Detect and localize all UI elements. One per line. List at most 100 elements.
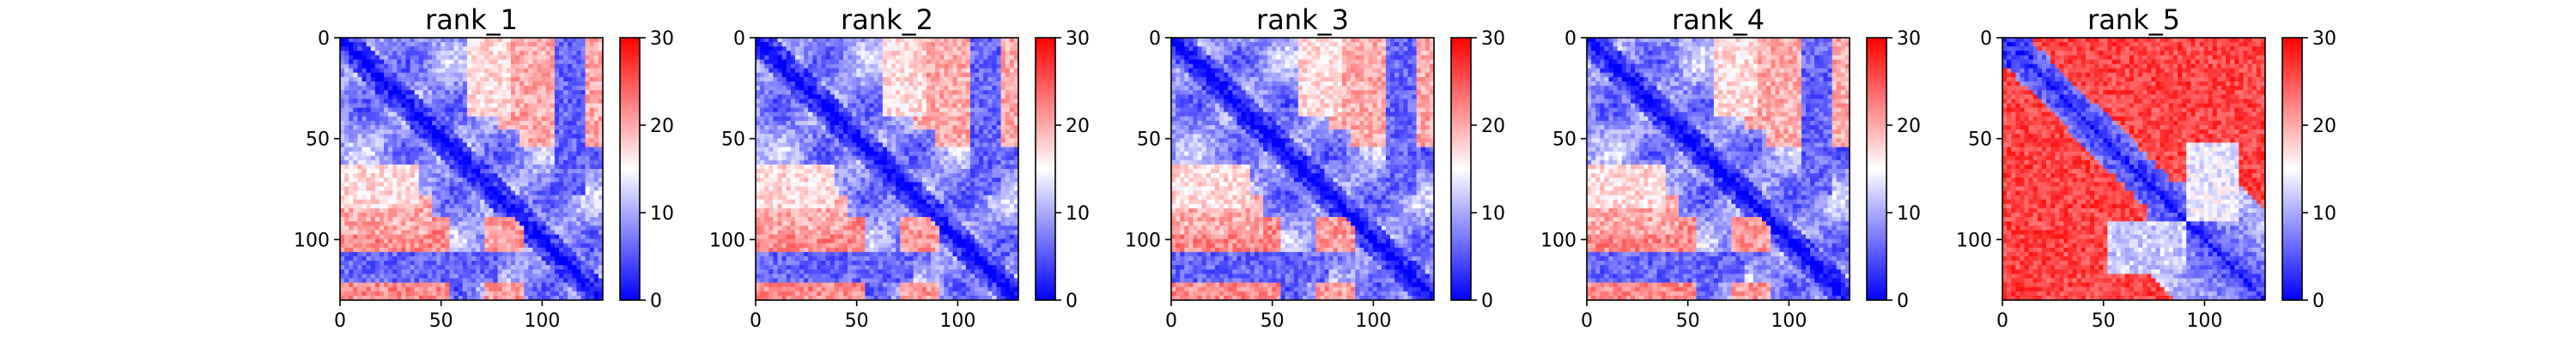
heatmap-cell [843, 107, 848, 113]
heatmap-cell [563, 190, 568, 196]
heatmap-cell [361, 208, 367, 214]
heatmap-cell [489, 159, 494, 165]
heatmap-cell [489, 178, 494, 183]
heatmap-cell [935, 94, 940, 99]
heatmap-cell [401, 286, 406, 292]
heatmap-cell [843, 42, 848, 47]
heatmap-cell [865, 103, 870, 108]
heatmap-cell [887, 68, 892, 74]
heatmap-cell [340, 278, 345, 283]
heatmap-cell [353, 81, 358, 87]
heatmap-cell [834, 116, 840, 122]
heatmap-cell [975, 107, 980, 113]
heatmap-cell [585, 59, 591, 64]
heatmap-cell [537, 81, 542, 87]
heatmap-cell [374, 238, 380, 244]
heatmap-cell [344, 120, 349, 126]
heatmap-cell [392, 151, 398, 157]
heatmap-cell [440, 291, 446, 297]
heatmap-cell [519, 247, 525, 253]
heatmap-cell [852, 38, 857, 43]
heatmap-cell [471, 169, 477, 174]
heatmap-cell [405, 55, 410, 60]
heatmap-cell [541, 251, 547, 257]
heatmap-cell [804, 68, 809, 74]
heatmap-cell [428, 142, 433, 147]
heatmap-cell [497, 203, 503, 209]
heatmap-cell [384, 72, 389, 78]
heatmap-cell [397, 278, 402, 283]
heatmap-cell [432, 72, 437, 78]
heatmap-cell [388, 63, 393, 69]
heatmap-cell [541, 111, 547, 117]
heatmap-cell [957, 76, 963, 82]
heatmap-cell [353, 90, 358, 95]
heatmap-cell [545, 265, 551, 270]
heatmap-cell [873, 129, 879, 135]
heatmap-cell [760, 72, 765, 78]
heatmap-cell [462, 203, 468, 209]
heatmap-cell [489, 282, 494, 288]
heatmap-cell [781, 51, 787, 56]
heatmap-cell [410, 243, 416, 249]
heatmap-cell [568, 86, 573, 91]
heatmap-cell [405, 203, 410, 209]
heatmap-cell [528, 269, 533, 274]
heatmap-cell [462, 261, 468, 266]
heatmap-cell [975, 51, 980, 56]
heatmap-cell [379, 125, 385, 130]
heatmap-cell [353, 256, 358, 262]
heatmap-cell [572, 195, 577, 201]
heatmap-cell [777, 99, 782, 104]
heatmap-cell [572, 46, 577, 51]
heatmap-cell [528, 63, 533, 69]
heatmap-cell [449, 103, 454, 108]
heatmap-cell [484, 51, 489, 56]
heatmap-cell [506, 195, 512, 201]
heatmap-cell [554, 99, 560, 104]
heatmap-cell [908, 86, 914, 91]
heatmap-cell [458, 125, 464, 130]
heatmap-cell [392, 55, 398, 60]
heatmap-cell [593, 278, 599, 283]
heatmap-cell [344, 129, 349, 135]
heatmap-cell [572, 134, 577, 139]
heatmap-cell [436, 208, 441, 214]
heatmap-cell [453, 234, 459, 239]
heatmap-cell [821, 76, 826, 82]
heatmap-cell [524, 107, 529, 113]
heatmap-cell [501, 103, 507, 108]
heatmap-cell [384, 94, 389, 99]
heatmap-cell [545, 291, 551, 297]
heatmap-cell [882, 94, 888, 99]
heatmap-cell [471, 120, 477, 126]
heatmap-cell [908, 107, 914, 113]
heatmap-cell [453, 138, 459, 143]
heatmap-cell [869, 99, 875, 104]
heatmap-cell [568, 99, 573, 104]
heatmap-cell [501, 81, 507, 87]
heatmap-cell [449, 51, 454, 56]
heatmap-cell [969, 125, 975, 130]
heatmap-cell [510, 199, 516, 205]
heatmap-cell [388, 234, 393, 239]
heatmap-cell [576, 164, 581, 170]
heatmap-cell [781, 129, 787, 135]
heatmap-cell [462, 173, 468, 178]
heatmap-cell [440, 186, 446, 191]
heatmap-cell [913, 111, 919, 117]
heatmap-cell [401, 169, 406, 174]
heatmap-cell [975, 38, 980, 43]
heatmap-cell [458, 195, 464, 201]
heatmap-cell [493, 199, 498, 205]
heatmap-cell [515, 90, 520, 95]
heatmap-cell [589, 195, 595, 201]
heatmap-cell [764, 116, 769, 122]
heatmap-cell [559, 86, 564, 91]
heatmap-cell [848, 134, 853, 139]
heatmap-cell [524, 173, 529, 178]
heatmap-cell [506, 159, 512, 165]
heatmap-cell [598, 203, 604, 209]
heatmap-cell [401, 147, 406, 152]
heatmap-cell [537, 46, 542, 51]
